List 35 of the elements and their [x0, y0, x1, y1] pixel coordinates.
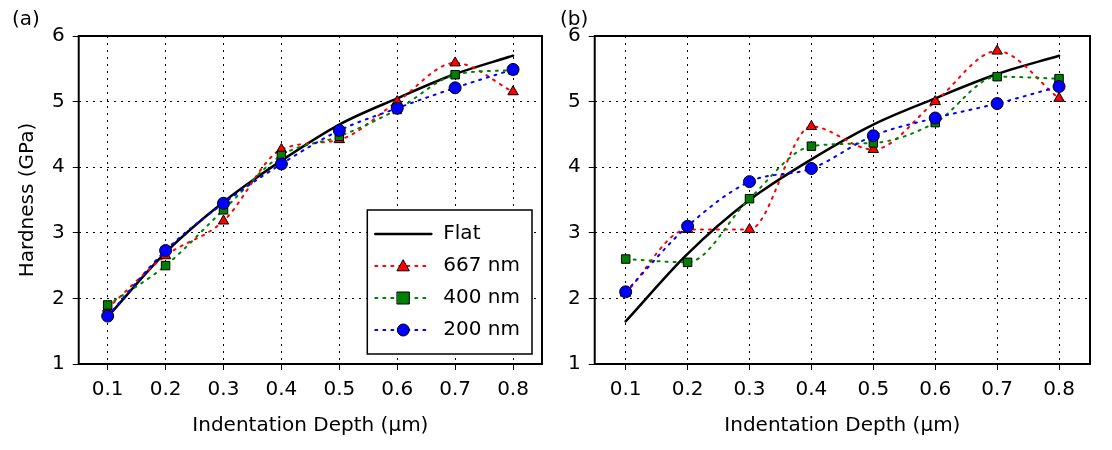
y-tick-label: 4 [567, 153, 581, 178]
x-tick-label: 0.8 [1043, 376, 1075, 401]
y-tick-label: 1 [567, 350, 581, 375]
x-tick-label: 0.4 [265, 376, 298, 401]
legend-label: 400 nm [443, 284, 521, 309]
y-tick-label: 2 [567, 284, 581, 309]
y-tick-label: 3 [567, 219, 581, 243]
x-tick-label: 0.8 [497, 376, 529, 401]
x-tick-label: 0.7 [439, 376, 472, 401]
y-tick-label: 3 [51, 219, 65, 243]
x-tick-label: 0.5 [323, 376, 356, 401]
x-axis-title: Indentation Depth (μm) [724, 412, 961, 437]
y-tick-label: 1 [51, 350, 65, 375]
legend-label: 667 nm [443, 252, 521, 277]
x-tick-label: 0.1 [609, 376, 642, 401]
legend-label: Flat [443, 220, 481, 245]
y-tick-label: 6 [51, 22, 65, 47]
x-tick-label: 0.3 [733, 376, 766, 401]
x-tick-label: 0.6 [919, 376, 952, 401]
y-tick-label: 5 [51, 87, 65, 112]
y-tick-label: 2 [51, 284, 65, 309]
x-tick-label: 0.5 [857, 376, 890, 401]
y-tick-label: 4 [51, 153, 65, 178]
x-axis-title: Indentation Depth (μm) [192, 412, 429, 437]
chart-title: (a) [12, 6, 40, 31]
x-tick-label: 0.2 [671, 376, 704, 401]
y-axis-title: Hardness (GPa) [14, 122, 39, 278]
x-tick-label: 0.7 [981, 376, 1014, 401]
x-tick-label: 0.6 [381, 376, 414, 401]
x-tick-label: 0.3 [207, 376, 240, 401]
x-tick-label: 0.4 [795, 376, 828, 401]
legend-label: 200 nm [443, 316, 521, 341]
y-tick-label: 5 [567, 87, 581, 112]
x-tick-label: 0.1 [91, 376, 124, 401]
x-tick-label: 0.2 [149, 376, 182, 401]
